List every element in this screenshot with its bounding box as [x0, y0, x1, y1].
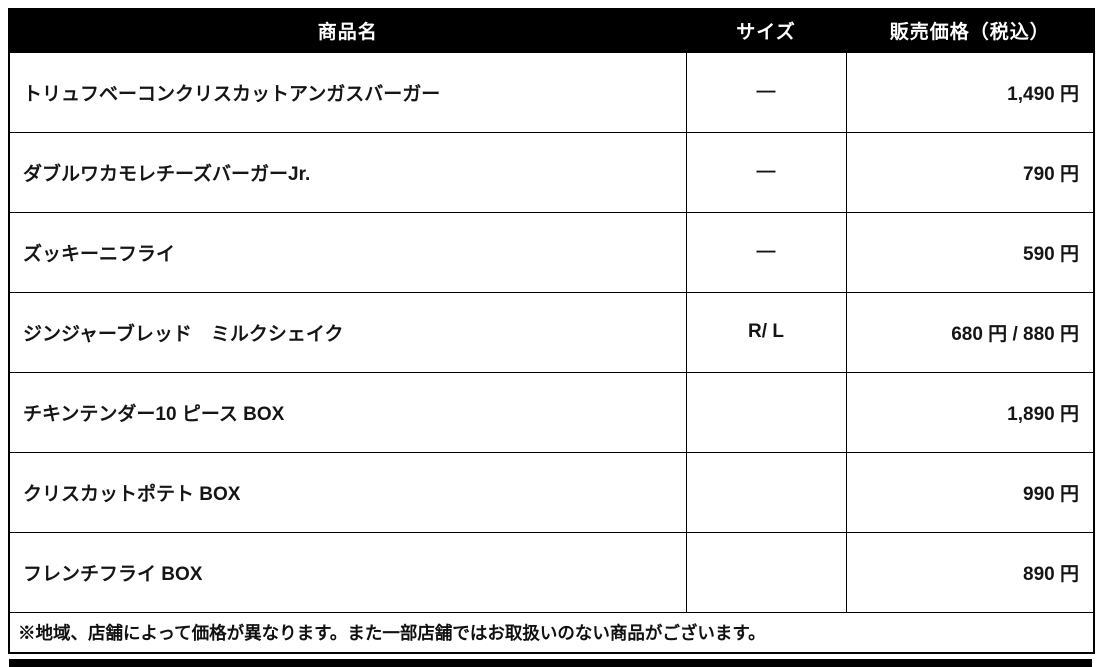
price-cell: 1,490 円	[845, 51, 1095, 133]
header-price: 販売価格（税込）	[845, 8, 1095, 53]
header-product-name: 商品名	[8, 8, 687, 53]
product-name-cell: ズッキーニフライ	[8, 211, 687, 293]
table-header: 商品名 サイズ 販売価格（税込）	[8, 8, 1095, 53]
size-cell: —	[685, 51, 847, 133]
size-cell	[685, 531, 847, 613]
next-table-top-edge	[9, 659, 1092, 667]
table-row: ダブルワカモレチーズバーガーJr. — 790 円	[8, 131, 1095, 213]
product-name-cell: チキンテンダー10 ピース BOX	[8, 371, 687, 453]
product-name-cell: フレンチフライ BOX	[8, 531, 687, 613]
size-cell	[685, 451, 847, 533]
product-name-cell: トリュフベーコンクリスカットアンガスバーガー	[8, 51, 687, 133]
table-row: フレンチフライ BOX 890 円	[8, 531, 1095, 613]
table-row: トリュフベーコンクリスカットアンガスバーガー — 1,490 円	[8, 51, 1095, 133]
size-cell: —	[685, 131, 847, 213]
price-cell: 590 円	[845, 211, 1095, 293]
product-name-cell: ジンジャーブレッド ミルクシェイク	[8, 291, 687, 373]
table-row: チキンテンダー10 ピース BOX 1,890 円	[8, 371, 1095, 453]
header-row: 商品名 サイズ 販売価格（税込）	[8, 8, 1095, 53]
table-row: クリスカットポテト BOX 990 円	[8, 451, 1095, 533]
size-cell: —	[685, 211, 847, 293]
price-cell: 890 円	[845, 531, 1095, 613]
footnote: ※地域、店舗によって価格が異なります。また一部店舗ではお取扱いのない商品がござい…	[8, 611, 1095, 654]
table-row: ジンジャーブレッド ミルクシェイク R/ L 680 円 / 880 円	[8, 291, 1095, 373]
product-name-cell: ダブルワカモレチーズバーガーJr.	[8, 131, 687, 213]
price-cell: 680 円 / 880 円	[845, 291, 1095, 373]
price-cell: 790 円	[845, 131, 1095, 213]
header-size: サイズ	[685, 8, 847, 53]
footnote-row: ※地域、店舗によって価格が異なります。また一部店舗ではお取扱いのない商品がござい…	[8, 611, 1095, 654]
price-cell: 1,890 円	[845, 371, 1095, 453]
price-table: 商品名 サイズ 販売価格（税込） トリュフベーコンクリスカットアンガスバーガー …	[8, 8, 1095, 654]
size-cell: R/ L	[685, 291, 847, 373]
price-cell: 990 円	[845, 451, 1095, 533]
product-name-cell: クリスカットポテト BOX	[8, 451, 687, 533]
table-row: ズッキーニフライ — 590 円	[8, 211, 1095, 293]
size-cell	[685, 371, 847, 453]
